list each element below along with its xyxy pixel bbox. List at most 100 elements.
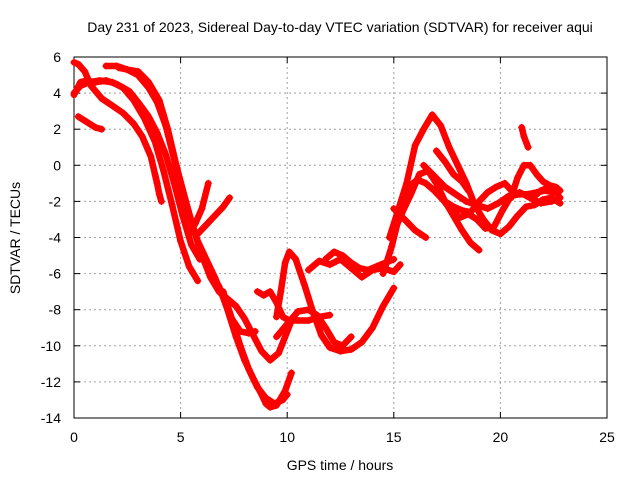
data-point-marker	[253, 288, 261, 296]
data-point-marker	[192, 219, 199, 227]
data-point-marker	[454, 161, 462, 169]
data-point-marker	[326, 344, 334, 352]
data-point-marker	[373, 262, 381, 270]
data-point-marker	[458, 206, 466, 214]
data-point-marker	[422, 179, 430, 187]
series-trace	[529, 183, 562, 202]
data-point-marker	[379, 302, 387, 310]
data-point-marker	[155, 190, 163, 198]
data-point-marker	[356, 264, 364, 272]
data-point-marker	[153, 179, 161, 187]
data-point-marker	[467, 239, 475, 247]
data-point-marker	[401, 215, 408, 223]
y-tick-label: -10	[41, 338, 61, 354]
data-point-marker	[283, 320, 291, 328]
data-point-marker	[134, 98, 142, 106]
data-point-marker	[441, 197, 449, 205]
y-tick-label: -4	[49, 230, 62, 246]
data-point-marker	[74, 60, 82, 68]
data-point-marker	[294, 308, 302, 315]
data-point-marker	[496, 230, 504, 238]
data-point-marker	[428, 111, 436, 119]
data-point-marker	[396, 261, 404, 269]
data-point-marker	[285, 248, 293, 256]
data-point-marker	[464, 187, 472, 195]
data-point-marker	[153, 129, 161, 137]
data-point-marker	[545, 183, 553, 191]
series-sat-f	[74, 113, 106, 133]
series-trace	[305, 255, 404, 281]
series-trace	[75, 113, 105, 133]
data-point-marker	[432, 147, 440, 155]
x-tick-label: 10	[279, 429, 295, 445]
y-tick-label: 6	[53, 49, 61, 65]
y-tick-label: -2	[49, 193, 62, 209]
data-point-marker	[300, 280, 308, 288]
data-point-marker	[524, 143, 532, 151]
data-point-marker	[347, 259, 355, 267]
data-point-marker	[219, 203, 227, 211]
data-point-marker	[151, 170, 159, 178]
y-tick-label: 4	[53, 85, 61, 101]
series-sat-y	[518, 123, 532, 151]
data-point-marker	[108, 102, 116, 110]
series-trace	[420, 162, 564, 212]
data-point-marker	[330, 338, 338, 346]
data-point-marker	[415, 170, 423, 178]
y-tick-label: -8	[49, 302, 62, 318]
data-point-marker	[499, 206, 506, 214]
data-point-marker	[102, 62, 110, 70]
data-point-marker	[407, 190, 415, 198]
data-point-marker	[315, 257, 323, 265]
data-point-marker	[339, 342, 347, 350]
x-tick-label: 15	[386, 429, 402, 445]
data-point-marker	[275, 349, 283, 357]
y-tick-label: 0	[53, 157, 61, 173]
data-point-marker	[172, 161, 180, 169]
data-point-marker	[305, 266, 312, 274]
data-point-marker	[241, 315, 249, 323]
series-sat-m	[273, 248, 398, 355]
data-point-marker	[279, 313, 287, 321]
chart-title: Day 231 of 2023, Sidereal Day-to-day VTE…	[87, 19, 593, 35]
series-sat-h	[185, 179, 212, 238]
data-point-marker	[262, 394, 270, 402]
data-point-marker	[253, 383, 261, 391]
data-point-marker	[411, 141, 419, 149]
data-point-marker	[162, 151, 170, 158]
data-point-marker	[232, 302, 240, 310]
data-point-marker	[390, 205, 398, 213]
data-point-marker	[70, 91, 78, 99]
x-tick-label: 0	[70, 429, 78, 445]
data-point-marker	[403, 179, 411, 187]
data-point-marker	[317, 331, 325, 339]
y-tick-label: -6	[49, 266, 62, 282]
data-point-marker	[70, 58, 78, 66]
data-point-marker	[202, 221, 210, 229]
data-point-marker	[113, 80, 121, 88]
data-point-marker	[179, 212, 187, 220]
data-point-marker	[420, 125, 428, 133]
data-point-marker	[145, 113, 153, 121]
data-point-marker	[294, 317, 302, 324]
data-point-marker	[514, 212, 521, 220]
data-point-marker	[537, 199, 545, 207]
data-point-marker	[475, 197, 483, 205]
data-point-marker	[138, 132, 146, 140]
data-point-marker	[313, 311, 321, 319]
series-trace	[390, 205, 430, 241]
data-point-marker	[81, 67, 89, 75]
data-point-marker	[187, 241, 195, 249]
data-point-marker	[206, 273, 214, 281]
y-tick-label: -14	[41, 410, 61, 426]
data-point-marker	[452, 190, 460, 198]
series-sat-z	[528, 183, 562, 202]
data-point-marker	[273, 313, 280, 321]
data-point-marker	[358, 338, 366, 346]
data-point-marker	[245, 365, 253, 373]
data-point-marker	[337, 347, 344, 355]
data-point-marker	[462, 197, 470, 205]
data-point-marker	[292, 255, 300, 263]
